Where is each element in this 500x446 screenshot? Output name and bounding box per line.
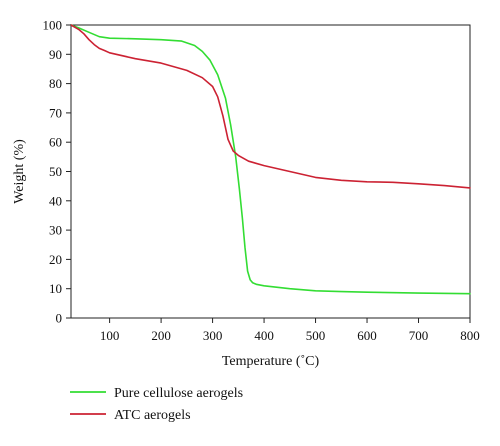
x-tick-label: 500 <box>306 328 326 343</box>
y-axis-title: Weight (%) <box>12 139 27 204</box>
x-axis-title: Temperature (˚C) <box>222 354 320 369</box>
y-tick-label: 60 <box>49 135 62 150</box>
y-tick-label: 70 <box>49 105 62 120</box>
y-tick-label: 50 <box>49 164 62 179</box>
plot-frame <box>70 24 471 319</box>
y-tick-label: 20 <box>49 252 62 267</box>
y-tick-label: 30 <box>49 223 62 238</box>
y-tick-label: 90 <box>49 47 62 62</box>
legend-label-pure-cellulose: Pure cellulose aerogels <box>114 386 243 401</box>
x-tick-label: 600 <box>357 328 377 343</box>
x-tick-label: 300 <box>203 328 223 343</box>
y-tick-label: 10 <box>49 281 62 296</box>
y-tick-label: 80 <box>49 76 62 91</box>
legend-label-atc: ATC aerogels <box>114 408 191 423</box>
series-line-atc <box>70 24 471 189</box>
y-tick-label: 0 <box>56 311 63 326</box>
legend: Pure cellulose aerogels ATC aerogels <box>70 386 243 423</box>
x-tick-label: 700 <box>409 328 429 343</box>
x-tick-label: 400 <box>254 328 274 343</box>
x-tick-label: 200 <box>151 328 171 343</box>
series-line-pure-cellulose <box>70 24 471 295</box>
x-tick-label: 800 <box>460 328 480 343</box>
x-tick-label: 100 <box>100 328 120 343</box>
y-tick-label: 100 <box>43 18 63 33</box>
y-tick-label: 40 <box>49 193 62 208</box>
